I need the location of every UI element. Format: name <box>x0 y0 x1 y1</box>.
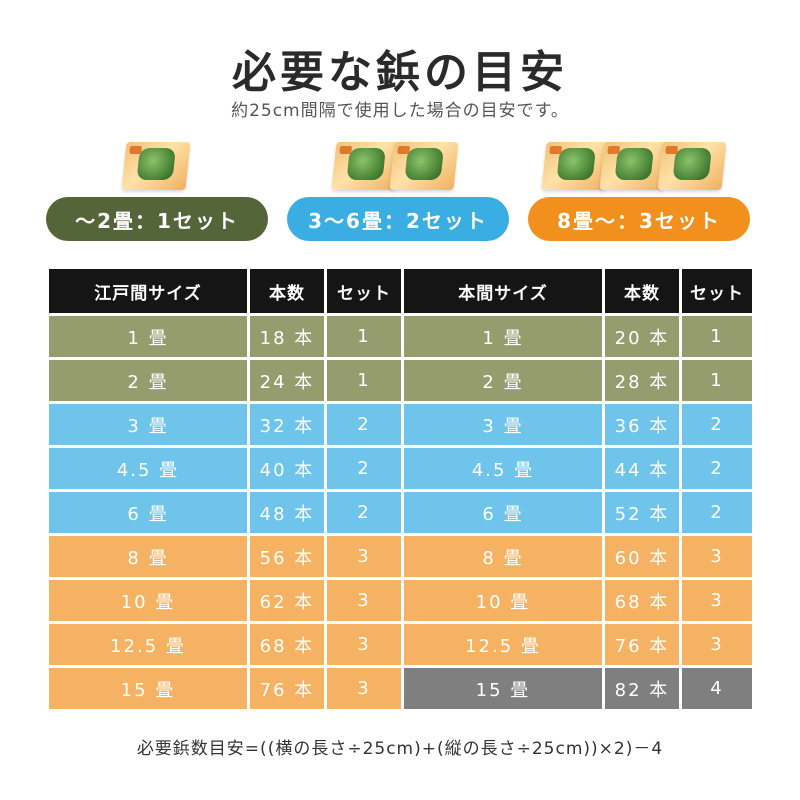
table-header-row: 江戸間サイズ 本数 セット 本間サイズ 本数 セット <box>46 266 755 316</box>
table-cell: 28 本 <box>602 357 682 404</box>
table-cell: 1 畳 <box>401 313 605 360</box>
category-pill-2: 3～6畳：2セット <box>287 197 509 241</box>
table-cell: 32 本 <box>247 401 327 448</box>
table-cell: 3 <box>324 533 404 580</box>
table-cell: 82 本 <box>602 665 682 712</box>
page-title: 必要な鋲の目安 <box>232 47 568 98</box>
tack-package-icon <box>389 142 459 190</box>
table-cell: 4 <box>679 665 755 712</box>
table-cell: 15 畳 <box>46 665 250 712</box>
table-cell: 6 畳 <box>401 489 605 536</box>
table-cell: 1 畳 <box>46 313 250 360</box>
table-cell: 18 本 <box>247 313 327 360</box>
table-cell: 2 <box>679 401 755 448</box>
header-edoma-size: 江戸間サイズ <box>46 266 250 316</box>
table-cell: 40 本 <box>247 445 327 492</box>
table-cell: 1 <box>324 313 404 360</box>
category-pill-1: ～2畳：1セット <box>46 197 268 241</box>
table-cell: 68 本 <box>602 577 682 624</box>
table-row: 1 畳 18 本 1 1 畳 20 本 1 <box>46 313 755 360</box>
package-group-3 <box>541 142 727 190</box>
table-row: 4.5 畳 40 本 2 4.5 畳 44 本 2 <box>46 445 755 492</box>
header-sets: セット <box>324 266 404 316</box>
header-sets: セット <box>679 266 755 316</box>
table-row: 2 畳 24 本 1 2 畳 28 本 1 <box>46 357 755 404</box>
table-cell: 3 <box>324 621 404 668</box>
tack-package-icon <box>657 142 727 190</box>
header-count: 本数 <box>247 266 327 316</box>
table-row: 6 畳 48 本 2 6 畳 52 本 2 <box>46 489 755 536</box>
table-cell: 3 <box>324 665 404 712</box>
table-cell: 2 <box>324 401 404 448</box>
table-cell: 3 <box>679 533 755 580</box>
table-cell: 4.5 畳 <box>401 445 605 492</box>
table-cell: 2 <box>324 489 404 536</box>
table-cell: 76 本 <box>247 665 327 712</box>
table-cell: 3 <box>679 621 755 668</box>
table-row: 10 畳 62 本 3 10 畳 68 本 3 <box>46 577 755 624</box>
table-cell: 4.5 畳 <box>46 445 250 492</box>
table-cell: 12.5 畳 <box>46 621 250 668</box>
table-cell: 60 本 <box>602 533 682 580</box>
table-row: 3 畳 32 本 2 3 畳 36 本 2 <box>46 401 755 448</box>
tack-count-table: 江戸間サイズ 本数 セット 本間サイズ 本数 セット 1 畳 18 本 1 1 … <box>46 266 755 712</box>
table-cell: 12.5 畳 <box>401 621 605 668</box>
table-cell: 3 <box>679 577 755 624</box>
formula-text: 必要鋲数目安=((横の長さ÷25cm)+(縦の長さ÷25cm))×2)－4 <box>136 739 664 759</box>
table-cell: 76 本 <box>602 621 682 668</box>
table-cell: 8 畳 <box>401 533 605 580</box>
page-subtitle: 約25cm間隔で使用した場合の目安です。 <box>231 101 569 121</box>
table-cell: 2 畳 <box>46 357 250 404</box>
table-cell: 1 <box>679 313 755 360</box>
table-cell: 36 本 <box>602 401 682 448</box>
table-cell: 68 本 <box>247 621 327 668</box>
table-cell: 3 畳 <box>401 401 605 448</box>
table-row: 15 畳 76 本 3 15 畳 82 本 4 <box>46 665 755 712</box>
header-honma-size: 本間サイズ <box>401 266 605 316</box>
table-row: 12.5 畳 68 本 3 12.5 畳 76 本 3 <box>46 621 755 668</box>
table-cell: 44 本 <box>602 445 682 492</box>
table-cell: 15 畳 <box>401 665 605 712</box>
table-cell: 62 本 <box>247 577 327 624</box>
table-cell: 6 畳 <box>46 489 250 536</box>
package-group-2 <box>331 142 459 190</box>
table-cell: 1 <box>324 357 404 404</box>
tack-package-icon <box>121 142 191 190</box>
table-cell: 3 畳 <box>46 401 250 448</box>
table-cell: 2 <box>679 489 755 536</box>
table-cell: 56 本 <box>247 533 327 580</box>
package-group-1 <box>121 142 191 190</box>
table-cell: 48 本 <box>247 489 327 536</box>
table-cell: 2 <box>324 445 404 492</box>
table-cell: 1 <box>679 357 755 404</box>
table-cell: 20 本 <box>602 313 682 360</box>
table-cell: 8 畳 <box>46 533 250 580</box>
table-cell: 2 畳 <box>401 357 605 404</box>
header-count: 本数 <box>602 266 682 316</box>
table-cell: 52 本 <box>602 489 682 536</box>
table-cell: 24 本 <box>247 357 327 404</box>
category-pill-3: 8畳～：3セット <box>528 197 750 241</box>
table-cell: 3 <box>324 577 404 624</box>
table-cell: 2 <box>679 445 755 492</box>
table-cell: 10 畳 <box>401 577 605 624</box>
table-row: 8 畳 56 本 3 8 畳 60 本 3 <box>46 533 755 580</box>
table-cell: 10 畳 <box>46 577 250 624</box>
